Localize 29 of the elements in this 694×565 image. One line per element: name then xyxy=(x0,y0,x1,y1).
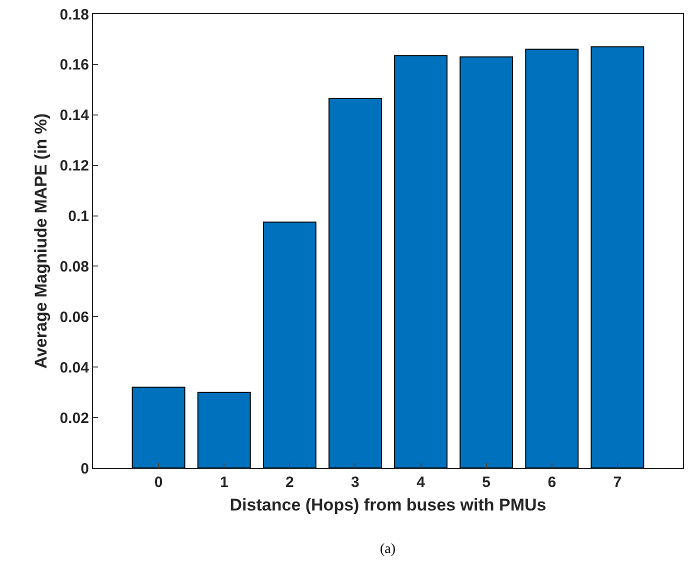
bar xyxy=(460,56,514,468)
x-tick-label: 3 xyxy=(351,474,360,491)
bar xyxy=(132,386,186,468)
bar xyxy=(394,55,448,468)
y-tick-label: 0.06 xyxy=(60,308,89,326)
bar xyxy=(590,46,644,468)
y-tick-label: 0.12 xyxy=(60,158,89,175)
x-tick-label: 5 xyxy=(482,474,490,491)
bar xyxy=(328,98,382,468)
y-axis-title: Average Magniude MAPE (in %) xyxy=(31,113,50,369)
y-tick-label: 0.18 xyxy=(60,6,89,24)
y-tick-label: 0 xyxy=(80,460,89,478)
x-tick-label: 7 xyxy=(613,474,622,491)
x-tick-label: 1 xyxy=(220,474,228,491)
y-tick-label: 0.04 xyxy=(60,359,90,376)
y-tick-label: 0.14 xyxy=(60,107,90,124)
bar xyxy=(262,222,316,468)
bar xyxy=(525,48,579,468)
y-tick-label: 0.08 xyxy=(60,258,89,276)
x-tick-label: 0 xyxy=(154,474,163,491)
y-tick-label: 0.16 xyxy=(60,56,89,74)
y-tick-label: 0.02 xyxy=(60,410,89,427)
x-axis-title: Distance (Hops) from buses with PMUs xyxy=(230,495,546,514)
y-tick-label: 0.1 xyxy=(68,208,89,226)
x-tick-label: 4 xyxy=(416,474,426,491)
text: (a) xyxy=(380,542,396,557)
x-tick-label: 2 xyxy=(286,474,294,491)
bar xyxy=(197,392,251,468)
x-tick-label: 6 xyxy=(548,474,556,491)
